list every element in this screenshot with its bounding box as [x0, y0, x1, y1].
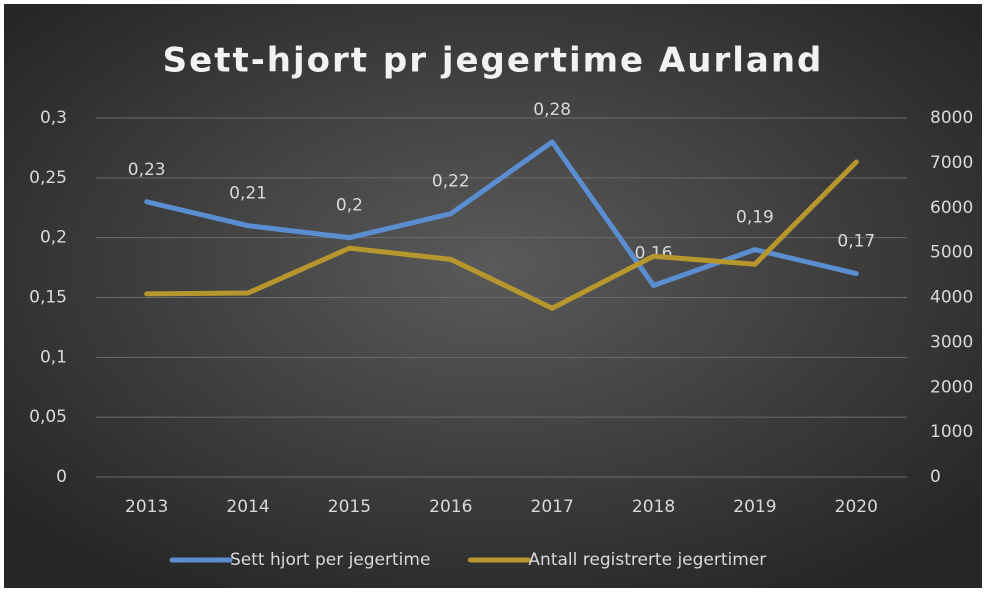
- data-label: 0,19: [736, 208, 774, 228]
- y-tick-label: 0,1: [40, 347, 67, 367]
- x-tick-label: 2015: [328, 497, 371, 517]
- data-label: 0,28: [533, 100, 571, 120]
- y2-tick-label: 7000: [930, 153, 973, 173]
- y2-tick-label: 8000: [930, 108, 973, 128]
- y-tick-label: 0: [56, 467, 67, 487]
- y-tick-label: 0,15: [29, 288, 67, 308]
- x-tick-label: 2018: [632, 497, 675, 517]
- x-tick-label: 2020: [835, 497, 878, 517]
- y2-tick-label: 5000: [930, 243, 973, 263]
- x-tick-label: 2017: [531, 497, 574, 517]
- data-label: 0,22: [432, 172, 470, 192]
- series-line: [144, 139, 859, 289]
- x-tick-label: 2016: [429, 497, 472, 517]
- y2-tick-label: 0: [930, 467, 941, 487]
- chart-title: Sett-hjort pr jegertime Aurland: [163, 41, 824, 81]
- data-label: 0,21: [229, 184, 267, 204]
- y2-tick-label: 4000: [930, 288, 973, 308]
- legend-label: Antall registrerte jegertimer: [528, 550, 766, 570]
- x-tick-label: 2019: [733, 497, 776, 517]
- data-label: 0,17: [837, 232, 875, 252]
- legend-label: Sett hjort per jegertime: [230, 550, 430, 570]
- y-tick-label: 0,3: [40, 108, 67, 128]
- y-tick-label: 0,05: [29, 407, 67, 427]
- data-label: 0,23: [128, 160, 166, 180]
- x-tick-label: 2013: [125, 497, 168, 517]
- x-tick-label: 2014: [226, 497, 269, 517]
- data-label: 0,2: [336, 196, 363, 216]
- y-tick-label: 0,2: [40, 228, 67, 248]
- y2-tick-label: 1000: [930, 422, 973, 442]
- y2-tick-label: 6000: [930, 198, 973, 218]
- y2-tick-label: 3000: [930, 332, 973, 352]
- y-tick-label: 0,25: [29, 168, 67, 188]
- series-line: [144, 159, 859, 311]
- y2-tick-label: 2000: [930, 377, 973, 397]
